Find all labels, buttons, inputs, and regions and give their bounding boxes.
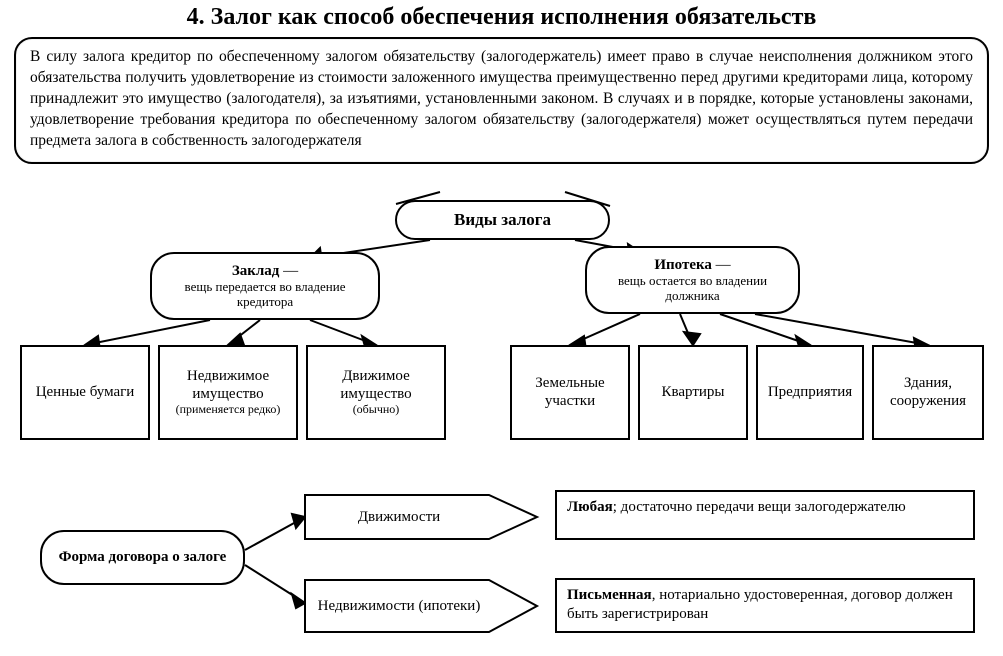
ipoteka-head-tail: — bbox=[712, 257, 731, 273]
ipoteka-item-3: Здания, сооруже­ния bbox=[872, 345, 984, 440]
ipoteka-node: Ипотека — вещь остается во владении долж… bbox=[585, 246, 800, 314]
zaklad-item-2-sub: (обычно) bbox=[353, 403, 400, 417]
ipoteka-item-2: Предпри­ятия bbox=[756, 345, 864, 440]
zaklad-item-1-main: Недвижимое имущество bbox=[166, 368, 290, 403]
zaklad-item-0: Ценные бумаги bbox=[20, 345, 150, 440]
ipoteka-item-0-main: Земельные участки bbox=[518, 375, 622, 410]
zaklad-item-0-main: Ценные бумаги bbox=[36, 384, 135, 401]
form-desc-1: Письменная, нотариально удостоверенная, … bbox=[555, 578, 975, 633]
zaklad-head-bold: Заклад bbox=[232, 263, 280, 279]
ipoteka-item-1-main: Квартиры bbox=[661, 384, 724, 401]
form-label-text: Форма договора о залоге bbox=[59, 549, 227, 566]
form-desc-0-bold: Любая bbox=[567, 499, 613, 515]
ipoteka-item-2-main: Предпри­ятия bbox=[768, 384, 852, 401]
types-title-text: Виды залога bbox=[454, 210, 551, 230]
form-arrow-0: Движимости bbox=[305, 495, 515, 539]
zaklad-head-tail: — bbox=[279, 263, 298, 279]
zaklad-item-2-main: Движимое имущество bbox=[314, 368, 438, 403]
form-arrow-0-text: Движимости bbox=[358, 509, 440, 526]
zaklad-sub: вещь передается во владение кредитора bbox=[158, 280, 372, 310]
ipoteka-head-bold: Ипотека bbox=[654, 257, 712, 273]
zaklad-node: Заклад — вещь передается во владение кре… bbox=[150, 252, 380, 320]
page-title: 4. Залог как способ обеспечения исполнен… bbox=[0, 0, 1003, 37]
types-title-node: Виды залога bbox=[395, 200, 610, 240]
form-arrow-1-text: Недвижимости (ипотеки) bbox=[318, 598, 481, 615]
form-arrow-1: Недвижимости (ипотеки) bbox=[305, 580, 515, 632]
form-desc-0: Любая; достаточно передачи вещи залого­д… bbox=[555, 490, 975, 540]
zaklad-item-2: Движимое имущество (обычно) bbox=[306, 345, 446, 440]
ipoteka-item-3-main: Здания, сооруже­ния bbox=[880, 375, 976, 410]
zaklad-item-1-sub: (применяется редко) bbox=[176, 403, 281, 417]
form-label-node: Форма договора о залоге bbox=[40, 530, 245, 585]
ipoteka-sub: вещь остается во владении должника bbox=[593, 274, 792, 304]
ipoteka-item-1: Квартиры bbox=[638, 345, 748, 440]
form-desc-0-rest: ; достаточно передачи вещи залого­держат… bbox=[613, 499, 906, 515]
ipoteka-item-0: Земельные участки bbox=[510, 345, 630, 440]
zaklad-item-1: Недвижимое имущество (применяется редко) bbox=[158, 345, 298, 440]
form-desc-1-bold: Письменная bbox=[567, 587, 652, 603]
definition-box: В силу залога кредитор по обеспеченному … bbox=[14, 37, 989, 164]
